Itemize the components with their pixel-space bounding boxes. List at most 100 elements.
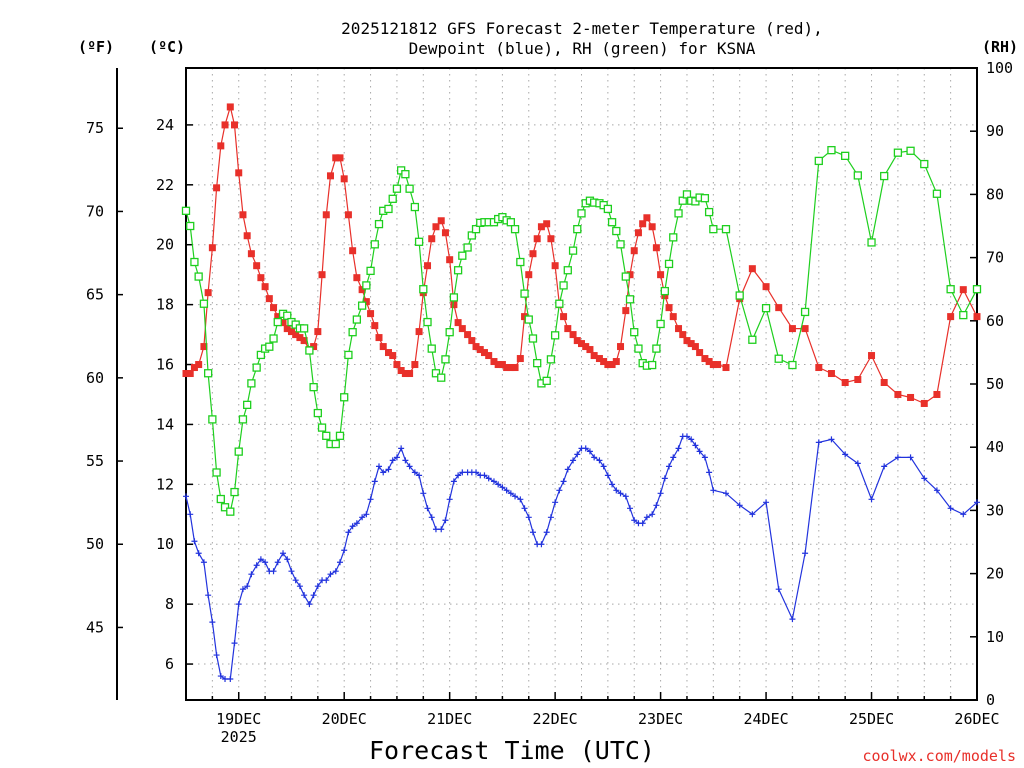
temperature-point [626, 271, 634, 279]
dewpoint-point [556, 487, 563, 494]
dewpoint-point [432, 526, 439, 533]
rh-point [414, 237, 424, 246]
dewpoint-point [280, 550, 287, 557]
rh-point [317, 423, 327, 432]
rh-point [220, 503, 230, 512]
rh-point [344, 350, 353, 360]
rh-point [186, 221, 195, 231]
temperature-point [458, 325, 466, 333]
temperature-point [503, 364, 511, 372]
rh-point [449, 293, 459, 302]
temperature-point [582, 343, 590, 351]
temperature-point [634, 229, 642, 237]
rh-point [384, 204, 393, 214]
dewpoint-point [239, 586, 246, 593]
dewpoint-point [688, 436, 695, 443]
dewpoint-point [543, 529, 550, 536]
temperature-point [578, 340, 585, 348]
temperature-point [586, 346, 594, 354]
fahrenheit-tick-label: 60 [86, 369, 104, 387]
dewpoint-point [868, 496, 875, 503]
dewpoint-point [854, 460, 861, 467]
dewpoint-point [613, 487, 620, 494]
rh-point [656, 319, 665, 329]
dewpoint-point [296, 583, 303, 590]
rh-point [648, 360, 657, 370]
temperature-point [652, 244, 660, 252]
rh-point [700, 194, 710, 203]
rh-point [959, 310, 968, 320]
dewpoint-point [416, 472, 423, 479]
temperature-point [714, 361, 722, 369]
temperature-point [507, 364, 515, 372]
credit-text: coolwx.com/models [862, 747, 1016, 765]
rh-point [305, 346, 314, 355]
rh-point [199, 299, 209, 308]
dewpoint-point [195, 550, 202, 557]
dewpoint-point [933, 487, 940, 494]
temperature-point [336, 154, 344, 162]
temperature-point [287, 328, 295, 336]
dewpoint-point [631, 517, 638, 524]
dewpoint-point [802, 550, 809, 557]
rh-point [190, 257, 199, 267]
dewpoint-point [570, 457, 577, 464]
rh-tick-label: 60 [986, 312, 1004, 330]
rh-point [230, 487, 239, 497]
temperature-point [464, 331, 472, 339]
rh-point [194, 272, 203, 281]
temperature-point [208, 244, 216, 252]
dewpoint-point [231, 640, 238, 647]
dewpoint-point [547, 514, 554, 521]
temperature-point [375, 334, 383, 342]
dewpoint-point [209, 619, 216, 626]
temperature-point [604, 361, 612, 369]
temperature-point [349, 247, 357, 255]
dewpoint-point [586, 448, 593, 455]
temperature-point [630, 247, 638, 255]
dewpoint-point [336, 559, 343, 566]
temperature-point [353, 274, 361, 282]
dewpoint-point [235, 601, 242, 608]
rh-point [563, 266, 572, 275]
temperature-point [529, 250, 537, 258]
temperature-point [326, 172, 334, 180]
dewpoint-point [701, 454, 708, 461]
temperature-point [639, 220, 647, 228]
dewpoint-point [512, 493, 519, 500]
dewpoint-point [490, 478, 497, 485]
rh-point [853, 171, 862, 180]
temperature-point [560, 313, 568, 321]
rh-point [243, 400, 252, 410]
rh-point [348, 328, 357, 337]
fahrenheit-tick-label: 55 [86, 452, 104, 470]
temperature-point [841, 379, 849, 387]
temperature-point [748, 265, 756, 273]
rh-point [533, 358, 542, 368]
dewpoint-point [376, 463, 383, 470]
dewpoint-point [525, 514, 532, 521]
fahrenheit-tick-label: 45 [86, 618, 104, 636]
rh-point [510, 225, 520, 234]
dewpoint-point [473, 469, 480, 476]
dewpoint-point [345, 529, 352, 536]
rh-point [445, 328, 454, 337]
temperature-point [476, 346, 484, 354]
rh-point [774, 354, 783, 363]
dewpoint-point [710, 487, 717, 494]
dewpoint-point [560, 478, 567, 485]
temperature-point [687, 340, 695, 348]
rh-point [265, 342, 274, 351]
axes-layer [116, 67, 978, 701]
temperature-point [247, 250, 255, 258]
celsius-tick-label: 24 [156, 116, 174, 134]
rh-point [352, 315, 362, 324]
temperature-point [648, 223, 656, 231]
dewpoint-point [495, 481, 502, 488]
rh-point [458, 251, 467, 260]
dewpoint-point [438, 526, 445, 533]
dewpoint-point [222, 676, 229, 683]
rh-point [546, 355, 556, 364]
temperature-point [498, 361, 506, 369]
rh-point [437, 373, 446, 382]
